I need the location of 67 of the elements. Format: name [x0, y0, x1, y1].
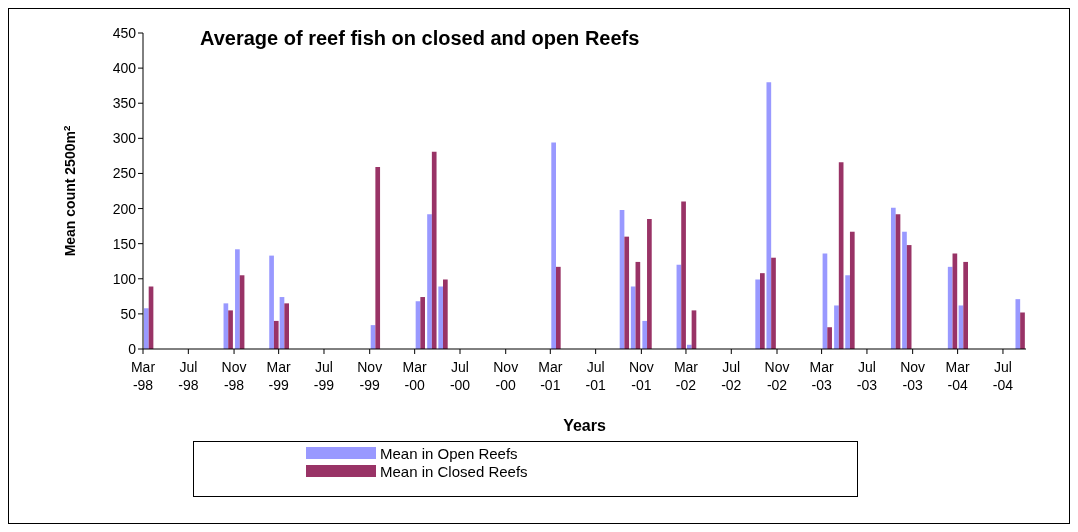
bar — [827, 327, 832, 349]
bar — [630, 286, 636, 349]
x-tick-label: Mar-98 — [130, 359, 156, 393]
legend-label: Mean in Open Reefs — [380, 444, 518, 462]
bar — [624, 236, 630, 349]
bar — [642, 320, 648, 349]
x-tick-label: Nov-00 — [493, 359, 519, 393]
bar — [438, 286, 444, 349]
bar — [1020, 312, 1025, 349]
y-tick-label: 350 — [112, 95, 137, 112]
x-tick-label: Jul-02 — [721, 359, 742, 393]
x-tick-label: Jul-01 — [585, 359, 606, 393]
bar — [760, 273, 765, 349]
bar — [375, 167, 381, 349]
bar — [647, 219, 652, 349]
x-tick-label: Mar-02 — [673, 359, 699, 393]
x-tick-label: Jul-04 — [992, 359, 1014, 393]
bar — [273, 320, 279, 349]
bar — [284, 303, 290, 349]
legend-label: Mean in Closed Reefs — [380, 462, 528, 480]
x-tick-label: Nov-01 — [628, 359, 654, 393]
x-tick-label: Jul-00 — [449, 359, 471, 393]
chart-title: Average of reef fish on closed and open Reefs — [200, 27, 640, 50]
bar — [228, 310, 233, 349]
bar — [902, 231, 907, 349]
y-tick-label: 200 — [112, 200, 137, 217]
bar — [963, 261, 968, 349]
bar — [235, 249, 240, 349]
bar — [551, 142, 556, 349]
y-tick-label: 150 — [112, 235, 137, 252]
y-tick-label: 450 — [112, 24, 137, 41]
y-tick-label: 0 — [128, 340, 137, 357]
x-tick-label: Nov-99 — [357, 359, 383, 393]
bar — [420, 297, 426, 349]
bar — [766, 82, 772, 349]
x-tick-label: Mar-99 — [266, 359, 292, 393]
x-tick-label: Nov-98 — [221, 359, 247, 393]
x-tick-label: Jul-99 — [313, 359, 335, 393]
bar — [1015, 299, 1021, 349]
x-axis-title: Years — [563, 417, 606, 434]
bar — [555, 266, 561, 349]
x-tick-label: Nov-03 — [900, 359, 926, 393]
bar — [947, 266, 953, 349]
bar — [443, 279, 448, 349]
y-tick-label: 300 — [112, 130, 137, 147]
y-tick-label: 50 — [120, 305, 137, 322]
x-tick-label: Jul-03 — [856, 359, 878, 393]
bar — [845, 275, 850, 349]
bar — [890, 207, 896, 349]
bar — [431, 151, 437, 349]
bar — [755, 279, 761, 349]
bar — [681, 201, 686, 349]
x-tick-label: Mar-03 — [809, 359, 834, 393]
y-tick-label: 400 — [112, 60, 137, 77]
bar — [144, 308, 149, 349]
x-tick-label: Mar-00 — [402, 359, 428, 393]
y-tick-label: 100 — [112, 270, 137, 287]
bar — [427, 214, 432, 349]
x-tick-label: Jul-98 — [178, 359, 199, 393]
x-tick-label: Mar-01 — [538, 359, 563, 393]
bar — [269, 255, 274, 349]
bar — [771, 257, 776, 349]
bar — [849, 231, 855, 349]
x-tick-label: Mar-04 — [945, 359, 971, 393]
bar — [834, 305, 839, 349]
y-tick-label: 250 — [112, 165, 137, 182]
x-tick-label: Nov-02 — [764, 359, 790, 393]
